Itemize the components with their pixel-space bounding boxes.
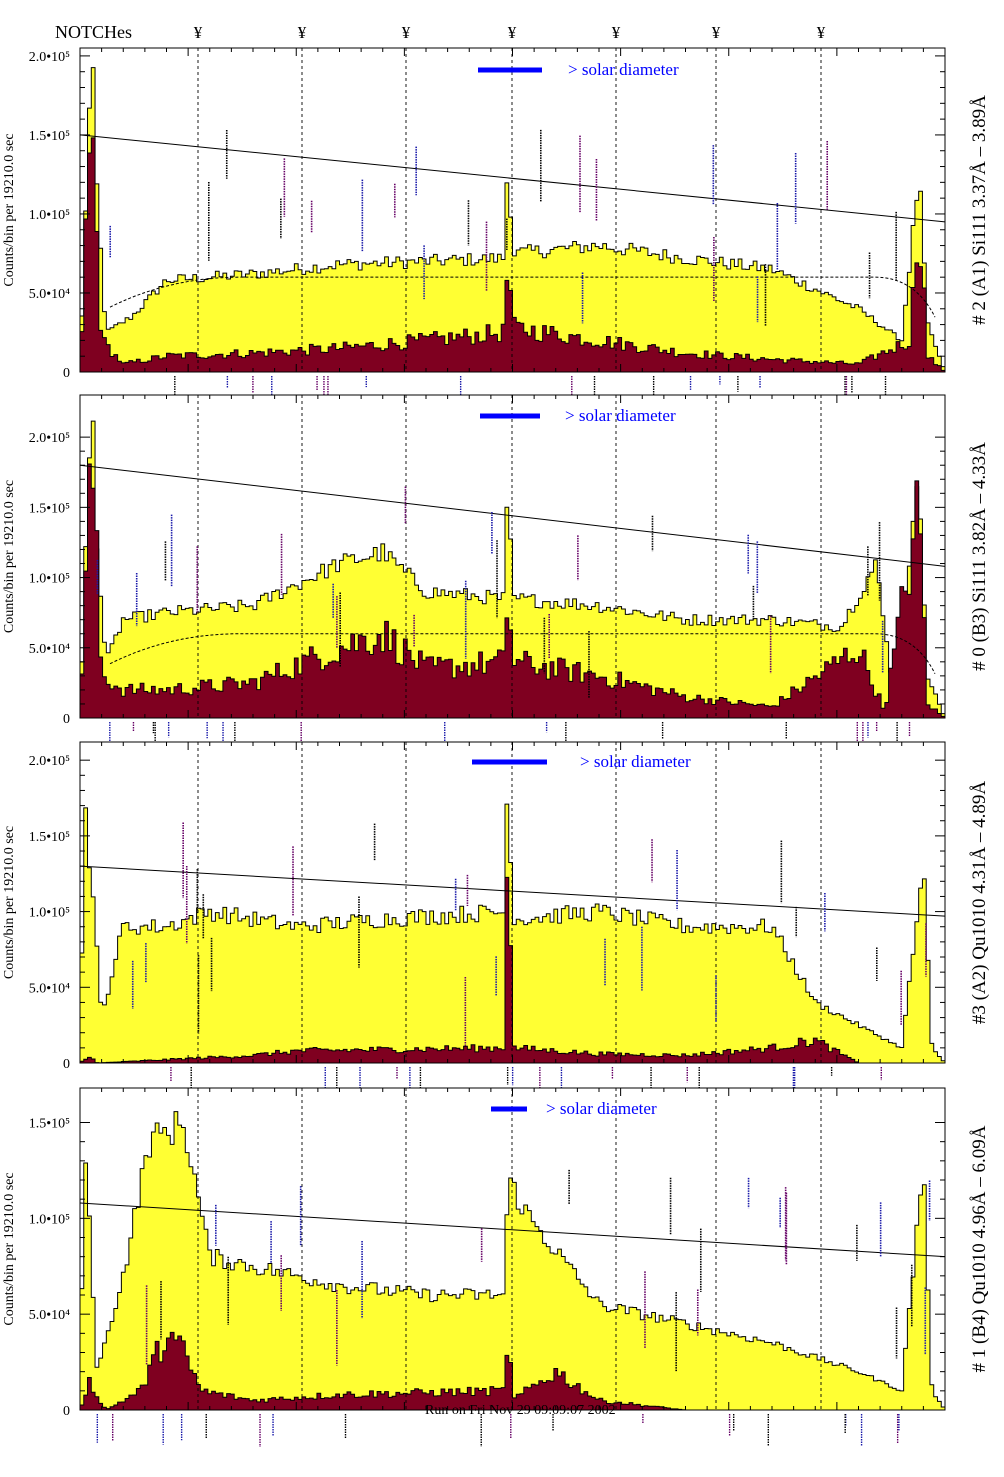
ytick-label: 5.0•10⁴ [29,287,70,302]
y-axis-label: Counts/bin per 19210.0 sec [2,133,17,286]
ytick-label: 2.0•10⁵ [29,754,70,769]
ytick-label: 0 [63,366,70,381]
reference-level-line [109,633,936,674]
ytick-label: 0 [63,1404,70,1419]
ytick-label: 1.0•10⁵ [29,208,70,223]
ytick-label: 1.5•10⁵ [29,129,70,144]
notch-marker-3: ¥ [508,23,517,42]
darkred-histogram [79,137,946,373]
ytick-label: 5.0•10⁴ [29,1308,70,1323]
solar-diameter-label: > solar diameter [568,60,679,79]
notch-marker-0: ¥ [194,23,203,42]
darkred-histogram [79,876,945,1064]
panel-label: # 1 (B4) Qu1010 4.96Å – 6.09Å [969,1125,990,1372]
ytick-label: 1.0•10⁵ [29,572,70,587]
notch-marker-4: ¥ [612,23,621,42]
notch-marker-6: ¥ [817,23,826,42]
panel-3: 0 5.0•10⁴ 1.0•10⁵ 1.5•10⁵ Counts/bin per 192… [2,1087,990,1447]
notch-marker-2: ¥ [402,23,411,42]
yellow-histogram [79,420,946,719]
ytick-label: 1.5•10⁵ [29,1117,70,1132]
run-footer: Run on Fri Nov 29 09:09:07 2002 [425,1403,616,1418]
y-axis-label: Counts/bin per 19210.0 sec [2,826,17,979]
notch-marker-1: ¥ [298,23,307,42]
ytick-label: 1.0•10⁵ [29,1212,70,1227]
ytick-label: 1.5•10⁵ [29,830,70,845]
yellow-histogram [79,803,946,1064]
y-axis-label: Counts/bin per 19210.0 sec [2,1172,17,1325]
solar-diameter-label: > solar diameter [546,1099,657,1118]
panel-label: #3 (A2) Qu1010 4.31Å – 4.89Å [969,781,990,1025]
ytick-label: 2.0•10⁵ [29,50,70,65]
yellow-histogram [79,67,946,373]
yellow-histogram [79,1111,946,1411]
panel-label: # 0 (B3) Si111 3.82Å – 4.33Å [969,442,990,671]
trend-line [79,134,946,223]
notches-label: NOTCHes [55,22,132,42]
solar-diameter-label: > solar diameter [565,406,676,425]
panel-2: 0 5.0•10⁴ 1.0•10⁵ 1.5•10⁵ 2.0•10⁵ Counts/bin … [2,741,990,1101]
y-axis-label: Counts/bin per 19210.0 sec [2,480,17,633]
ytick-label: 5.0•10⁴ [29,981,70,996]
trend-line [79,1202,946,1258]
ytick-label: 0 [63,712,70,727]
ytick-label: 1.0•10⁵ [29,906,70,921]
panel-1: 0 5.0•10⁴ 1.0•10⁵ 1.5•10⁵ 2.0•10⁵ Counts/bin … [2,394,990,755]
ytick-label: 1.5•10⁵ [29,501,70,516]
ytick-label: 2.0•10⁵ [29,431,70,446]
notch-marker-5: ¥ [712,23,721,42]
ytick-label: 5.0•10⁴ [29,642,70,657]
trend-line [79,464,946,567]
trend-line [79,865,946,917]
panel-0: 0 5.0•10⁴ 1.0•10⁵ 1.5•10⁵ 2.0•10⁵ Counts/bin … [2,47,990,410]
reference-level-line [109,276,936,318]
panel-label: # 2 (A1) Si111 3.37Å – 3.89Å [969,95,990,325]
darkred-histogram [79,463,946,719]
panels: 0 5.0•10⁴ 1.0•10⁵ 1.5•10⁵ 2.0•10⁵ Counts/bin … [2,47,990,1447]
notch-markers: ¥ ¥ ¥ ¥ ¥ ¥ ¥ [194,23,826,42]
solar-diameter-label: > solar diameter [580,752,691,771]
ytick-label: 0 [63,1057,70,1072]
